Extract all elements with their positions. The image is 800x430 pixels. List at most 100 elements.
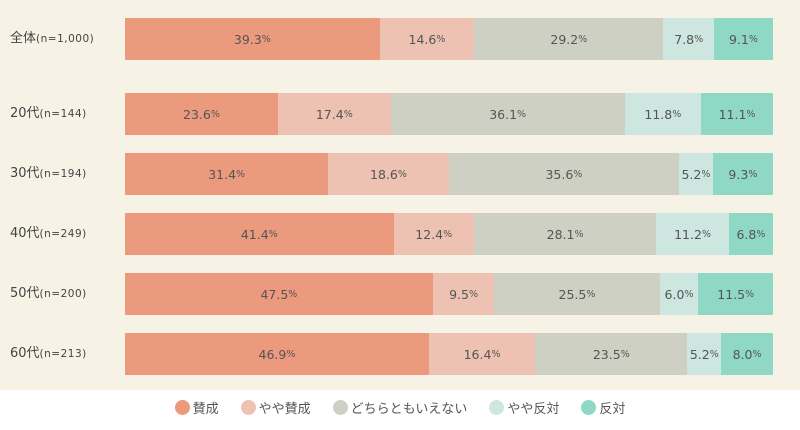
sample-size-label: (n=249) xyxy=(39,228,87,240)
legend-item: やや反対 xyxy=(489,398,559,417)
data-label: 28.1 xyxy=(546,226,575,242)
legend-dot-icon xyxy=(174,400,190,415)
unit-label: % xyxy=(756,228,766,240)
data-label: 47.5 xyxy=(260,286,289,302)
bar-segment: 7.8% xyxy=(663,18,714,60)
data-label: 9.5 xyxy=(449,286,469,302)
data-label: 23.5 xyxy=(592,346,621,362)
bar-segment: 11.1% xyxy=(701,93,773,135)
unit-label: % xyxy=(397,168,407,180)
legend-item: 賛成 xyxy=(174,398,219,417)
bar-segment: 14.6% xyxy=(379,18,475,60)
data-label: 6.8 xyxy=(736,226,757,242)
bar-segment: 28.1% xyxy=(473,213,657,255)
row-label: 60代(n=213) xyxy=(10,333,87,375)
unit-label: % xyxy=(288,288,298,300)
data-label: 46.9 xyxy=(258,346,287,362)
unit-label: % xyxy=(469,288,479,300)
data-label: 11.2 xyxy=(674,226,702,242)
data-label: 8.0 xyxy=(732,346,753,362)
legend-dot-icon xyxy=(240,400,256,415)
data-label: 9.3 xyxy=(728,166,749,182)
sample-size-label: (n=1,000) xyxy=(36,33,95,45)
category-label: 30代 xyxy=(10,166,40,181)
data-label: 29.2 xyxy=(550,31,579,47)
unit-label: % xyxy=(517,108,527,120)
data-label: 23.6 xyxy=(183,106,211,122)
chart-area: 全体(n=1,000) 39.3% 14.6% 29.2% 7.8% 9.1% 20代(n=… xyxy=(0,0,800,390)
category-label: 20代 xyxy=(10,106,40,121)
bar-segment: 36.1% xyxy=(390,93,625,135)
bar-segment: 6.0% xyxy=(659,273,699,315)
data-label: 14.6 xyxy=(408,31,437,47)
unit-label: % xyxy=(748,168,758,180)
data-label: 9.1 xyxy=(729,31,749,47)
data-label: 41.4 xyxy=(240,226,269,242)
data-label: 39.3 xyxy=(233,31,262,47)
bar-segment: 25.5% xyxy=(494,273,660,315)
bar-segment: 16.4% xyxy=(428,333,536,375)
sample-size-label: (n=213) xyxy=(39,348,87,360)
row-label: 20代(n=144) xyxy=(10,93,87,135)
bar-segment: 8.0% xyxy=(721,333,773,375)
unit-label: % xyxy=(745,288,755,300)
bar-segment: 35.6% xyxy=(448,153,680,195)
category-label: 60代 xyxy=(10,346,40,361)
stacked-bar: 23.6% 17.4% 36.1% 11.8% 11.1% xyxy=(125,93,773,135)
unit-label: % xyxy=(343,108,353,120)
unit-label: % xyxy=(672,108,682,120)
unit-label: % xyxy=(210,108,220,120)
data-label: 25.5 xyxy=(558,286,587,302)
bar-segment: 23.5% xyxy=(535,333,688,375)
data-label: 18.6 xyxy=(370,166,398,182)
legend-label: 賛成 xyxy=(192,402,219,417)
unit-label: % xyxy=(573,168,583,180)
unit-label: % xyxy=(268,228,278,240)
bar-segment: 11.2% xyxy=(656,213,729,255)
legend-label: 反対 xyxy=(599,402,626,417)
unit-label: % xyxy=(748,33,758,45)
bar-segment: 12.4% xyxy=(393,213,474,255)
unit-label: % xyxy=(574,228,584,240)
bar-segment: 9.5% xyxy=(432,273,495,315)
bar-segment: 39.3% xyxy=(125,18,380,60)
bar-segment: 9.1% xyxy=(713,18,773,60)
unit-label: % xyxy=(586,288,596,300)
unit-label: % xyxy=(236,168,246,180)
stacked-bar: 31.4% 18.6% 35.6% 5.2% 9.3% xyxy=(125,153,773,195)
unit-label: % xyxy=(436,33,446,45)
bar-segment: 41.4% xyxy=(125,213,394,255)
stacked-bar: 46.9% 16.4% 23.5% 5.2% 8.0% xyxy=(125,333,773,375)
legend-label: やや反対 xyxy=(507,402,560,417)
stacked-bar: 47.5% 9.5% 25.5% 6.0% 11.5% xyxy=(125,273,773,315)
bar-segment: 11.8% xyxy=(624,93,702,135)
data-label: 11.8 xyxy=(644,106,673,122)
sample-size-label: (n=200) xyxy=(39,288,87,300)
unit-label: % xyxy=(746,108,756,120)
legend-dot-icon xyxy=(489,400,505,415)
data-label: 12.4 xyxy=(415,226,444,242)
bar-segment: 6.8% xyxy=(728,213,773,255)
data-label: 6.0 xyxy=(664,286,685,302)
legend-label: どちらともいえない xyxy=(350,402,468,417)
data-label: 35.6 xyxy=(545,166,574,182)
data-label: 17.4 xyxy=(315,106,344,122)
sample-size-label: (n=144) xyxy=(39,108,87,120)
unit-label: % xyxy=(684,288,694,300)
stacked-bar: 41.4% 12.4% 28.1% 11.2% 6.8% xyxy=(125,213,773,255)
row-label: 40代(n=249) xyxy=(10,213,87,255)
bar-segment: 5.2% xyxy=(679,153,713,195)
bar-segment: 5.2% xyxy=(687,333,722,375)
legend-item: 反対 xyxy=(581,398,625,417)
legend-label: やや賛成 xyxy=(258,402,311,417)
bar-segment: 47.5% xyxy=(125,273,433,315)
unit-label: % xyxy=(620,348,630,360)
unit-label: % xyxy=(491,348,501,360)
unit-label: % xyxy=(261,33,271,45)
data-label: 7.8 xyxy=(674,31,695,47)
legend-item: どちらともいえない xyxy=(332,398,468,417)
bar-segment: 17.4% xyxy=(277,93,391,135)
data-label: 16.4 xyxy=(463,346,492,362)
category-label: 全体 xyxy=(10,31,37,46)
unit-label: % xyxy=(701,228,711,240)
